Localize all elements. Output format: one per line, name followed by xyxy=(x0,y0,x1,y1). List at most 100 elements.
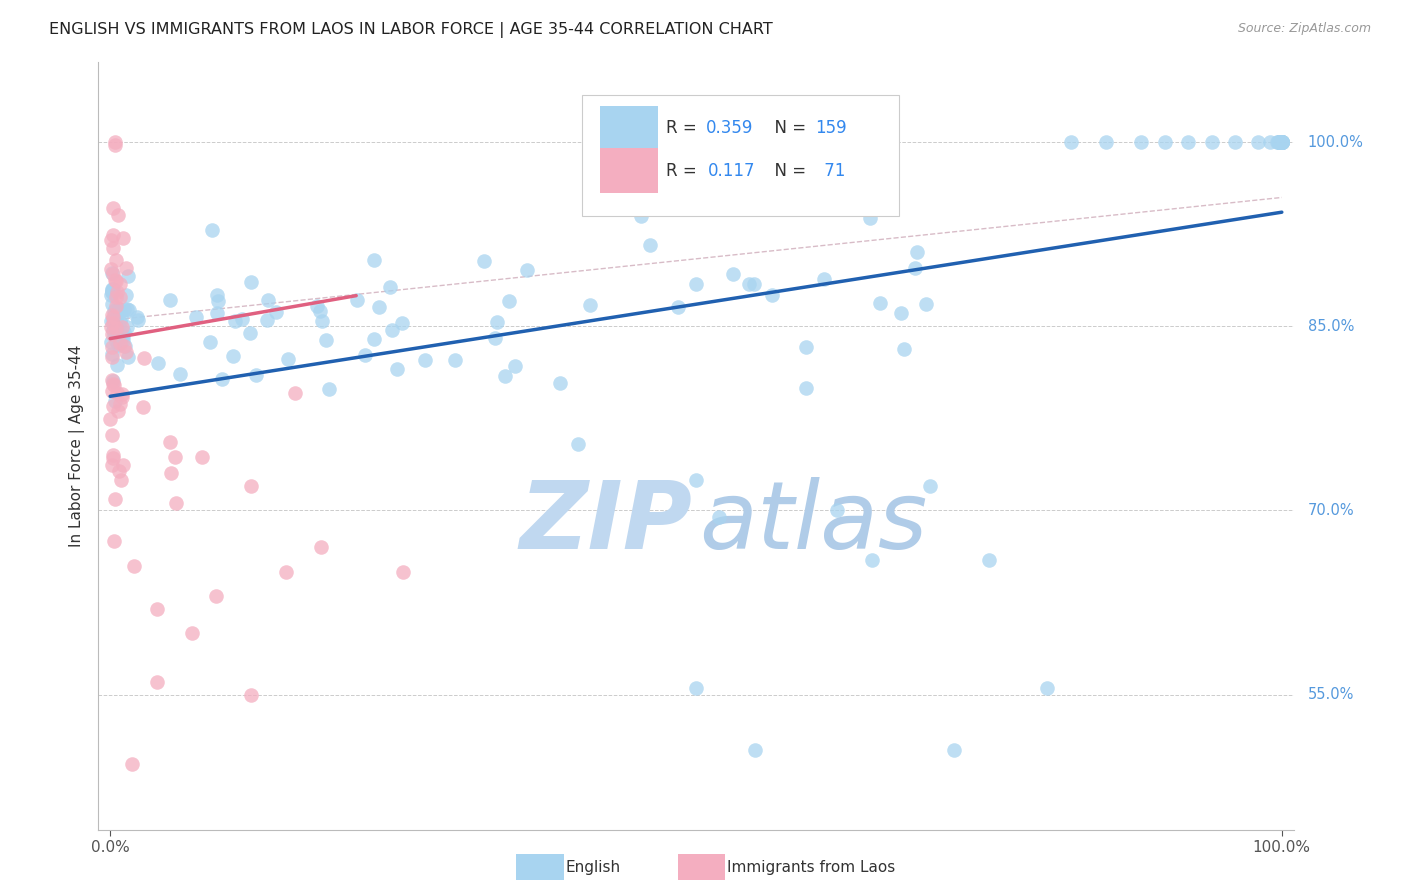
Point xyxy=(101,458,124,472)
Point xyxy=(1265,135,1288,149)
Text: 55.0%: 55.0% xyxy=(1308,687,1354,702)
Point xyxy=(112,302,135,317)
Point xyxy=(159,467,181,481)
Point xyxy=(108,336,131,351)
Point xyxy=(101,373,124,387)
Text: 0.117: 0.117 xyxy=(709,161,755,179)
Point xyxy=(110,289,132,303)
FancyBboxPatch shape xyxy=(600,148,658,193)
Point xyxy=(127,313,149,327)
Point xyxy=(1270,135,1292,149)
Point xyxy=(103,327,125,342)
Point xyxy=(1247,135,1270,149)
Point xyxy=(107,404,129,418)
Point xyxy=(110,386,132,401)
Point xyxy=(100,262,122,277)
Point xyxy=(353,348,375,362)
Point xyxy=(110,328,132,343)
Point xyxy=(825,503,848,517)
Point xyxy=(942,743,965,757)
Point xyxy=(103,304,125,318)
Point xyxy=(381,322,404,336)
Point xyxy=(117,303,139,318)
Point xyxy=(103,318,125,333)
Point xyxy=(101,374,124,388)
Text: Source: ZipAtlas.com: Source: ZipAtlas.com xyxy=(1237,22,1371,36)
Point xyxy=(1271,135,1294,149)
Point xyxy=(666,300,689,314)
Point xyxy=(146,601,169,615)
Point xyxy=(239,326,262,340)
Point xyxy=(311,314,333,328)
Point xyxy=(117,350,139,364)
Point xyxy=(101,310,124,324)
Point xyxy=(498,294,520,309)
Point xyxy=(112,338,135,352)
Point xyxy=(231,312,253,326)
Point xyxy=(257,293,280,307)
Point xyxy=(104,393,127,408)
Point xyxy=(1270,135,1292,149)
Point xyxy=(101,308,124,322)
Point xyxy=(1258,135,1281,149)
Text: R =: R = xyxy=(666,161,707,179)
Point xyxy=(107,208,129,222)
Point xyxy=(1271,135,1294,149)
FancyBboxPatch shape xyxy=(600,106,658,151)
Point xyxy=(363,332,385,346)
Point xyxy=(638,237,661,252)
Point xyxy=(107,338,129,352)
Point xyxy=(721,268,744,282)
Point xyxy=(100,334,122,349)
Point xyxy=(122,558,145,573)
Point xyxy=(100,340,122,354)
Point xyxy=(391,316,413,330)
Point xyxy=(165,450,187,465)
Point xyxy=(132,351,155,365)
Point xyxy=(1268,135,1291,149)
Point xyxy=(630,209,652,223)
Point xyxy=(1271,135,1294,149)
Point xyxy=(101,428,124,442)
Point xyxy=(101,268,124,282)
Point xyxy=(104,138,127,153)
Point xyxy=(1270,135,1292,149)
Point xyxy=(105,285,128,300)
Point xyxy=(107,302,129,317)
Point xyxy=(105,310,128,325)
Text: N =: N = xyxy=(763,119,811,136)
Point xyxy=(1130,135,1153,149)
Text: 70.0%: 70.0% xyxy=(1308,503,1354,518)
Point xyxy=(813,271,835,285)
Point xyxy=(486,315,509,329)
Point xyxy=(101,282,124,296)
Point xyxy=(1036,681,1059,696)
Point xyxy=(378,280,401,294)
Point xyxy=(1271,135,1294,149)
Point xyxy=(112,325,135,339)
Point xyxy=(1271,135,1294,149)
Point xyxy=(915,297,938,311)
Point xyxy=(1270,135,1292,149)
Point xyxy=(115,345,138,359)
Point xyxy=(1267,135,1289,149)
Point xyxy=(103,201,125,215)
Text: 159: 159 xyxy=(815,119,846,136)
Point xyxy=(103,313,125,327)
Point xyxy=(146,675,169,690)
Point xyxy=(239,275,262,289)
Point xyxy=(239,688,262,702)
Point xyxy=(794,381,817,395)
Point xyxy=(443,353,465,368)
Point xyxy=(107,464,129,478)
Point xyxy=(100,284,122,298)
Point xyxy=(858,180,880,194)
Point xyxy=(1268,135,1291,149)
Point xyxy=(110,310,132,325)
Point xyxy=(111,231,134,245)
Point xyxy=(709,509,731,524)
Point xyxy=(1223,135,1246,149)
Point xyxy=(104,273,127,287)
Point xyxy=(101,347,124,361)
Point xyxy=(245,368,267,383)
